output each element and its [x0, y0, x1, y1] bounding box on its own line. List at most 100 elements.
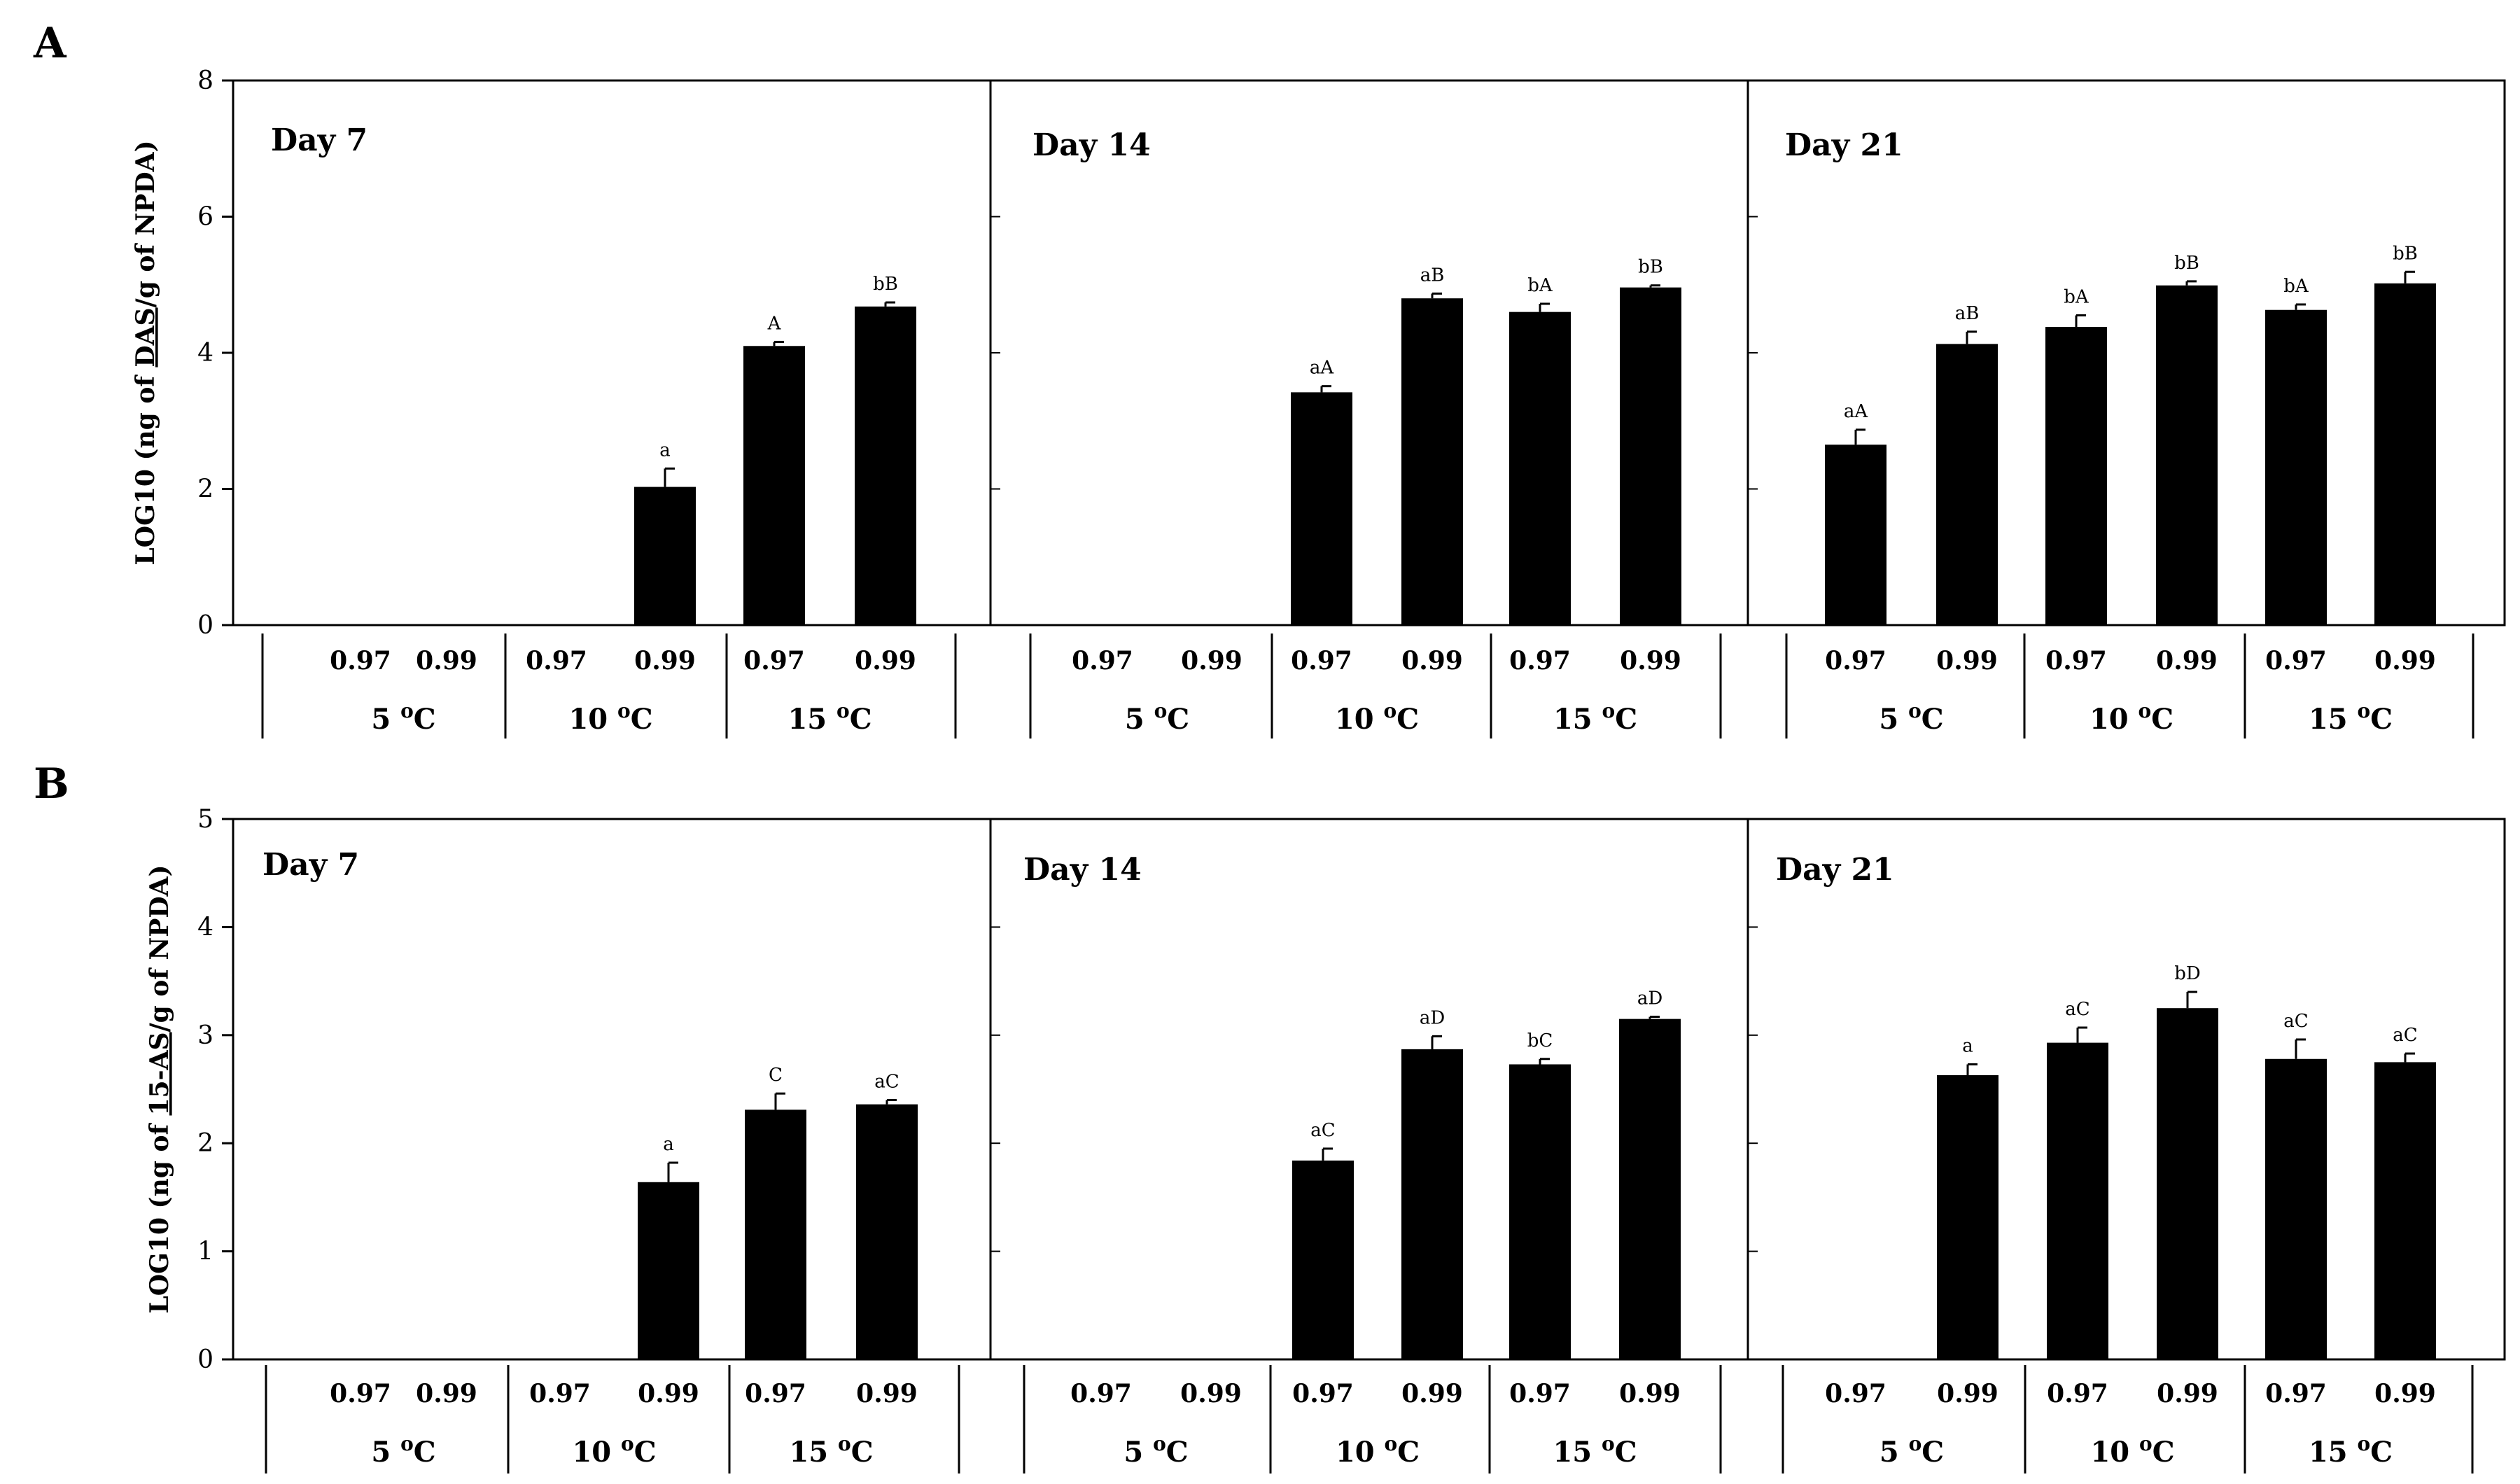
aw-label: 0.99 [1401, 646, 1463, 676]
aw-label: 0.99 [638, 1379, 699, 1408]
aw-label: 0.97 [2265, 646, 2327, 676]
subplot-title-B-1: Day 7 [262, 847, 359, 883]
bar-A-3-15C-0.99 [2374, 283, 2436, 625]
degree-symbol: o [400, 1432, 414, 1455]
y-tick-label: 1 [197, 1238, 214, 1266]
aw-label: 0.99 [2374, 1379, 2436, 1408]
bar-B-3-15C-0.97 [2265, 1058, 2327, 1359]
temperature-value: 15 [1553, 703, 1602, 736]
aw-label: 0.97 [1291, 646, 1352, 676]
bar-B-1-15C-0.97 [745, 1110, 806, 1359]
degree-symbol: o [1602, 1432, 1615, 1455]
degree-symbol: o [1385, 1432, 1398, 1455]
significance-label: aB [1420, 265, 1445, 286]
degree-symbol: o [1602, 699, 1616, 722]
temperature-value: 5 [1124, 1436, 1153, 1469]
temperature-label-10C: 10 oC [1335, 699, 1419, 736]
y-axis-label-part: 15-AS [145, 1032, 174, 1116]
significance-label: a [659, 440, 671, 461]
degree-symbol: o [838, 1432, 851, 1455]
aw-label: 0.99 [1181, 646, 1242, 676]
bar-A-2-15C-0.99 [1620, 287, 1681, 625]
bar-A-2-15C-0.97 [1509, 312, 1571, 625]
aw-label: 0.99 [1180, 1379, 1242, 1408]
bar-B-3-10C-0.99 [2157, 1008, 2218, 1359]
significance-label: aD [1420, 1007, 1445, 1028]
degree-symbol: o [1384, 699, 1397, 722]
temperature-label-15C: 15 oC [788, 699, 872, 736]
significance-label: aC [2283, 1011, 2308, 1032]
bar-B-2-15C-0.99 [1619, 1018, 1681, 1359]
temperature-label-10C: 10 oC [2090, 699, 2174, 736]
temperature-unit: C [1615, 1436, 1637, 1469]
aw-label: 0.97 [2045, 646, 2107, 676]
aw-label: 0.97 [2047, 1379, 2108, 1408]
bar-A-2-10C-0.99 [1401, 298, 1463, 625]
significance-label: bA [2064, 287, 2090, 308]
temperature-unit: C [634, 1436, 657, 1469]
significance-label: aA [1310, 358, 1335, 379]
aw-label: 0.99 [1401, 1379, 1463, 1408]
temperature-label-15C: 15 oC [2309, 1432, 2393, 1469]
temperature-unit: C [1397, 1436, 1420, 1469]
subplot-title-B-3: Day 21 [1776, 852, 1894, 888]
aw-label: 0.99 [1619, 1379, 1681, 1408]
aw-label: 0.97 [1509, 646, 1571, 676]
temperature-value: 10 [572, 1436, 621, 1469]
temperature-unit: C [1396, 703, 1419, 736]
degree-symbol: o [1153, 1432, 1166, 1455]
y-axis-label-part: /g of NPDA) [145, 864, 174, 1032]
significance-label: A [767, 313, 782, 334]
significance-label: bB [2174, 253, 2199, 274]
degree-symbol: o [2138, 699, 2152, 722]
significance-label: aC [2065, 999, 2090, 1020]
aw-label: 0.97 [1292, 1379, 1354, 1408]
y-tick-label: 3 [197, 1021, 214, 1050]
significance-label: aA [1844, 401, 1869, 422]
significance-label: C [769, 1065, 783, 1086]
temperature-unit: C [2151, 703, 2174, 736]
bar-B-3-5C-0.99 [1937, 1074, 1998, 1359]
significance-label: aC [874, 1071, 899, 1092]
temperature-unit: C [1921, 703, 1944, 736]
temperature-unit: C [631, 703, 653, 736]
temperature-value: 10 [1336, 1436, 1385, 1469]
degree-symbol: o [400, 699, 414, 722]
temperature-value: 5 [1879, 703, 1908, 736]
temperature-value: 5 [1879, 1436, 1909, 1469]
temperature-label-10C: 10 oC [1336, 1432, 1420, 1469]
y-axis-label-part: LOG10 (ng of [145, 1116, 174, 1314]
subplot-title-A-2: Day 14 [1032, 127, 1151, 163]
aw-label: 0.97 [1070, 1379, 1132, 1408]
significance-label: aC [2393, 1025, 2417, 1046]
temperature-value: 15 [788, 703, 836, 736]
aw-label: 0.97 [529, 1379, 591, 1408]
aw-label: 0.99 [416, 646, 477, 676]
aw-label: 0.99 [416, 1379, 477, 1408]
bar-B-3-15C-0.99 [2374, 1062, 2436, 1359]
temperature-value: 15 [1553, 1436, 1602, 1469]
temperature-value: 15 [2309, 1436, 2358, 1469]
panel-letter-A: A [33, 19, 67, 68]
bar-B-2-10C-0.97 [1292, 1160, 1354, 1359]
y-axis-label-B: LOG10 (ng of 15-AS/g of NPDA) [145, 864, 174, 1313]
temperature-unit: C [850, 703, 872, 736]
temperature-value: 10 [2090, 703, 2138, 736]
aw-label: 0.97 [330, 646, 391, 676]
temperature-unit: C [2152, 1436, 2175, 1469]
temperature-value: 5 [1125, 703, 1154, 736]
y-tick-label: 4 [197, 339, 214, 368]
significance-label: bB [2393, 243, 2418, 264]
temperature-label-5C: 5 oC [371, 699, 435, 736]
aw-label: 0.97 [1509, 1379, 1571, 1408]
aw-label: 0.97 [526, 646, 587, 676]
temperature-value: 5 [371, 703, 400, 736]
temperature-label-15C: 15 oC [2309, 699, 2393, 736]
panel-letter-B: B [34, 760, 69, 808]
temperature-label-10C: 10 oC [2090, 1432, 2174, 1469]
degree-symbol: o [621, 1432, 634, 1455]
temperature-label-5C: 5 oC [371, 1432, 435, 1469]
y-axis-label-part: LOG10 (ng of [131, 368, 160, 566]
temperature-unit: C [1921, 1436, 1944, 1469]
